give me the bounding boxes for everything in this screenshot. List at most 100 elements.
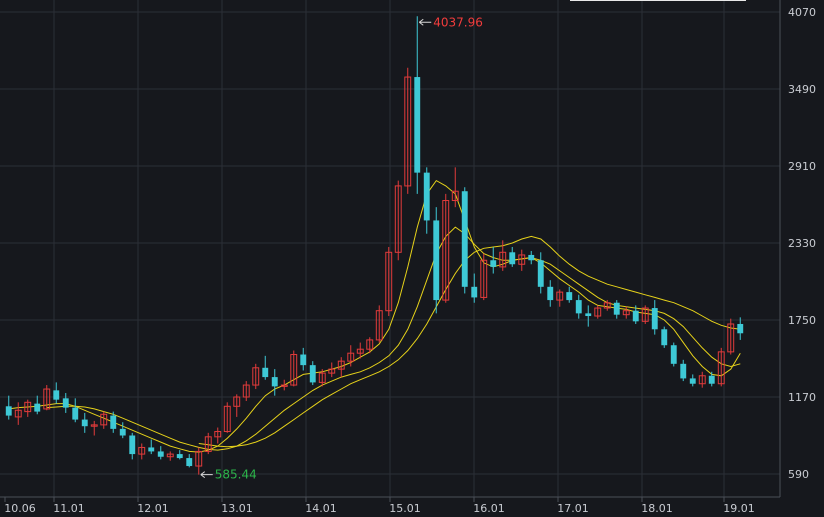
low-label: 585.44 <box>215 468 257 482</box>
candle-body <box>556 291 564 301</box>
candle-body <box>451 190 459 202</box>
candle-body <box>186 458 193 467</box>
candle-body <box>433 220 440 301</box>
candle-body <box>698 375 706 385</box>
y-tick-label: 1170 <box>788 391 816 404</box>
candle-body <box>204 436 212 452</box>
ma-long-line <box>198 235 741 448</box>
y-tick-label: 2330 <box>788 237 816 250</box>
candle-body <box>641 307 649 322</box>
candle-body <box>100 413 108 426</box>
x-tick-label: 16.01 <box>473 502 505 515</box>
candle-body <box>404 76 412 187</box>
candle-body <box>689 378 696 384</box>
candle-body <box>24 401 32 413</box>
candle-body <box>43 388 51 410</box>
candle-body <box>528 254 535 261</box>
x-axis-ticks: 10.06 11.01 12.01 13.01 14.01 15.01 16.01 17.01… <box>4 497 755 515</box>
candle-body <box>262 367 269 378</box>
candle-body <box>214 431 222 438</box>
candle-body <box>90 424 98 427</box>
candle-body <box>423 172 430 221</box>
candle-body <box>717 351 725 385</box>
candle-body <box>195 450 203 467</box>
y-tick-label: 2910 <box>788 160 816 173</box>
candle-body <box>157 451 164 457</box>
candle-body <box>300 354 307 366</box>
candle-body <box>271 377 278 387</box>
x-tick-label: 13.01 <box>221 502 253 515</box>
top-overlay-box <box>570 0 746 1</box>
candle-body <box>290 354 298 386</box>
candle-body <box>138 446 146 455</box>
x-tick-label: 17.01 <box>557 502 589 515</box>
candle-body <box>727 323 735 353</box>
candle-body <box>242 384 250 398</box>
candle-body <box>461 191 468 287</box>
ma-mid-line <box>46 226 741 451</box>
candle-body <box>613 302 620 315</box>
candle-body <box>518 254 526 265</box>
candle-body <box>471 286 478 298</box>
candle-body <box>661 329 668 346</box>
candle-body <box>34 403 41 412</box>
candle-body <box>375 310 383 341</box>
y-tick-label: 3490 <box>788 83 816 96</box>
candle-body <box>490 260 497 267</box>
candle-body <box>566 292 573 301</box>
candle-body <box>337 360 345 370</box>
candle-body <box>176 454 183 459</box>
candle-body <box>328 368 336 374</box>
grid-lines <box>0 0 780 497</box>
x-tick-label: 18.01 <box>641 502 673 515</box>
candle-body <box>72 407 79 420</box>
candle-body <box>385 251 393 312</box>
candle-body <box>233 396 241 407</box>
y-tick-label: 4070 <box>788 6 816 19</box>
candle-body <box>632 310 639 322</box>
candle-body <box>309 365 316 383</box>
high-arrow-icon <box>418 18 432 26</box>
candle-body <box>347 352 355 362</box>
candle-body <box>414 77 421 173</box>
candle-body <box>547 286 554 301</box>
y-tick-label: 590 <box>788 468 809 481</box>
x-tick-label: 15.01 <box>389 502 421 515</box>
high-annotation: 4037.96 <box>418 15 483 29</box>
candle-body <box>603 302 611 309</box>
candle-body <box>480 259 488 298</box>
candle-body <box>575 300 582 314</box>
candle-body <box>318 372 326 383</box>
candle-body <box>499 251 507 268</box>
candle-body <box>442 200 450 301</box>
candle-body <box>252 367 260 386</box>
candle-body <box>394 185 402 253</box>
candle-body <box>110 415 117 429</box>
candle-body <box>5 406 12 416</box>
candle-body <box>670 345 677 364</box>
candle-body <box>509 252 516 265</box>
candle-body <box>708 375 715 384</box>
candle-body <box>356 348 364 354</box>
x-tick-label: 19.01 <box>723 502 755 515</box>
candle-body <box>366 339 374 350</box>
candle-body <box>119 428 126 436</box>
low-arrow-icon <box>200 471 213 479</box>
candles <box>5 16 744 475</box>
high-label: 4037.96 <box>433 15 483 29</box>
x-tick-label: 12.01 <box>137 502 169 515</box>
candle-body <box>585 313 592 317</box>
candle-body <box>62 398 69 408</box>
candle-body <box>148 447 155 452</box>
candle-body <box>651 308 658 330</box>
y-tick-label: 1750 <box>788 314 816 327</box>
candle-body <box>737 323 744 334</box>
candle-body <box>53 390 60 400</box>
candle-body <box>537 260 544 287</box>
candle-body <box>129 435 136 455</box>
x-tick-label: 11.01 <box>53 502 85 515</box>
candle-body <box>166 453 174 458</box>
x-tick-label: 14.01 <box>305 502 337 515</box>
